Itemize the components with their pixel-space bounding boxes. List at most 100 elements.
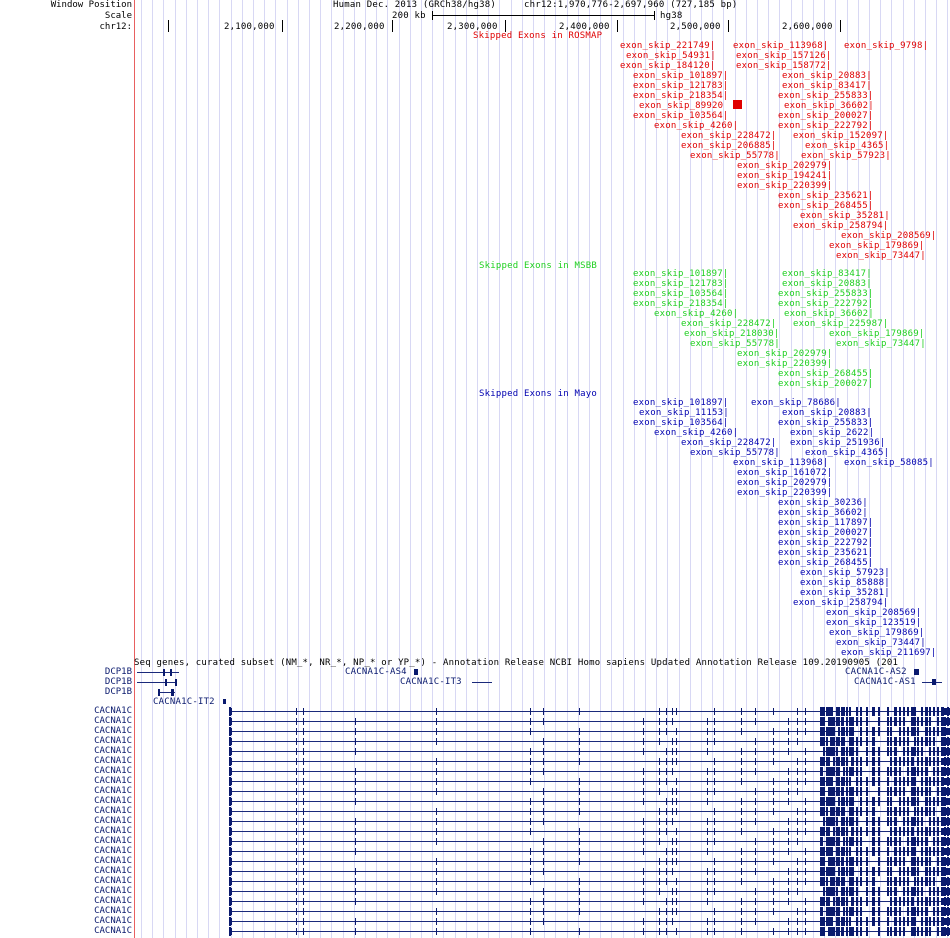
cacna1c-gene-label[interactable]: CACNA1C [94, 886, 132, 896]
selected-exon-marker[interactable] [733, 100, 742, 109]
msbb-exon-skip-item[interactable]: exon_skip_20883| [782, 279, 872, 289]
cacna1c-as2-label[interactable]: CACNA1C-AS2 [845, 667, 907, 677]
rosmap-exon-skip-item[interactable]: exon_skip_184120| [620, 61, 716, 71]
cacna1c-as1-label[interactable]: CACNA1C-AS1 [854, 677, 916, 687]
cacna1c-gene-label[interactable]: CACNA1C [94, 926, 132, 936]
cacna1c-transcript[interactable] [229, 821, 950, 822]
cacna1c-transcript[interactable] [229, 861, 950, 862]
cacna1c-gene-label[interactable]: CACNA1C [94, 796, 132, 806]
cacna1c-gene-label[interactable]: CACNA1C [94, 906, 132, 916]
mayo-exon-skip-item[interactable]: exon_skip_117897| [778, 518, 874, 528]
rosmap-exon-skip-item[interactable]: exon_skip_202979| [737, 161, 833, 171]
cacna1c-transcript[interactable] [229, 841, 950, 842]
mayo-exon-skip-item[interactable]: exon_skip_101897| [633, 398, 729, 408]
mayo-exon-skip-item[interactable]: exon_skip_73447| [836, 638, 926, 648]
cacna1c-gene-label[interactable]: CACNA1C [94, 726, 132, 736]
rosmap-exon-skip-item[interactable]: exon_skip_208569| [841, 231, 937, 241]
rosmap-exon-skip-item[interactable]: exon_skip_4260| [654, 121, 739, 131]
mayo-exon-skip-item[interactable]: exon_skip_78686| [751, 398, 841, 408]
mayo-exon-skip-item[interactable]: exon_skip_55778| [690, 448, 780, 458]
rosmap-exon-skip-item[interactable]: exon_skip_89920 [639, 101, 724, 111]
cacna1c-transcript[interactable] [229, 791, 950, 792]
mayo-exon-skip-item[interactable]: exon_skip_4260| [654, 428, 739, 438]
mayo-exon-skip-item[interactable]: exon_skip_255833| [778, 418, 874, 428]
cacna1c-gene-label[interactable]: CACNA1C [94, 786, 132, 796]
rosmap-exon-skip-item[interactable]: exon_skip_258794| [793, 221, 889, 231]
mayo-exon-skip-item[interactable]: exon_skip_161072| [737, 468, 833, 478]
cacna1c-transcript[interactable] [229, 811, 950, 812]
mayo-exon-skip-item[interactable]: exon_skip_222792| [778, 538, 874, 548]
msbb-exon-skip-item[interactable]: exon_skip_55778| [690, 339, 780, 349]
rosmap-exon-skip-item[interactable]: exon_skip_9798| [844, 41, 929, 51]
cacna1c-gene-label[interactable]: CACNA1C [94, 836, 132, 846]
rosmap-exon-skip-item[interactable]: exon_skip_103564| [633, 111, 729, 121]
msbb-exon-skip-item[interactable]: exon_skip_101897| [633, 269, 729, 279]
cacna1c-gene-label[interactable]: CACNA1C [94, 756, 132, 766]
mayo-exon-skip-item[interactable]: exon_skip_258794| [793, 598, 889, 608]
cacna1c-gene-label[interactable]: CACNA1C [94, 876, 132, 886]
mayo-exon-skip-item[interactable]: exon_skip_202979| [737, 478, 833, 488]
msbb-exon-skip-item[interactable]: exon_skip_218354| [633, 299, 729, 309]
mayo-exon-skip-item[interactable]: exon_skip_11153| [639, 408, 729, 418]
dcp1b-transcript[interactable] [137, 682, 177, 683]
dcp1b-gene-label[interactable]: DCP1B [104, 667, 132, 677]
msbb-exon-skip-item[interactable]: exon_skip_103564| [633, 289, 729, 299]
mayo-exon-skip-item[interactable]: exon_skip_235621| [778, 548, 874, 558]
cacna1c-gene-label[interactable]: CACNA1C [94, 746, 132, 756]
mayo-exon-skip-item[interactable]: exon_skip_4365| [805, 448, 890, 458]
rosmap-exon-skip-item[interactable]: exon_skip_220399| [737, 181, 833, 191]
rosmap-exon-skip-item[interactable]: exon_skip_200027| [778, 111, 874, 121]
cacna1c-it3-label[interactable]: CACNA1C-IT3 [400, 677, 462, 687]
rosmap-exon-skip-item[interactable]: exon_skip_83417| [782, 81, 872, 91]
mayo-exon-skip-item[interactable]: exon_skip_2622| [790, 428, 875, 438]
cacna1c-gene-label[interactable]: CACNA1C [94, 806, 132, 816]
msbb-exon-skip-item[interactable]: exon_skip_255833| [778, 289, 874, 299]
mayo-exon-skip-item[interactable]: exon_skip_123519| [826, 618, 922, 628]
rosmap-exon-skip-item[interactable]: exon_skip_228472| [681, 131, 777, 141]
mayo-exon-skip-item[interactable]: exon_skip_30236| [778, 498, 868, 508]
rosmap-exon-skip-item[interactable]: exon_skip_101897| [633, 71, 729, 81]
msbb-exon-skip-item[interactable]: exon_skip_222792| [778, 299, 874, 309]
msbb-exon-skip-item[interactable]: exon_skip_228472| [681, 319, 777, 329]
msbb-exon-skip-item[interactable]: exon_skip_179869| [829, 329, 925, 339]
mayo-exon-skip-item[interactable]: exon_skip_228472| [681, 438, 777, 448]
msbb-exon-skip-item[interactable]: exon_skip_83417| [782, 269, 872, 279]
cacna1c-transcript[interactable] [229, 741, 950, 742]
cacna1c-transcript[interactable] [229, 711, 950, 712]
dcp1b-gene-label[interactable]: DCP1B [104, 677, 132, 687]
mayo-exon-skip-item[interactable]: exon_skip_200027| [778, 528, 874, 538]
rosmap-exon-skip-item[interactable]: exon_skip_179869| [829, 241, 925, 251]
rosmap-exon-skip-item[interactable]: exon_skip_55778| [690, 151, 780, 161]
msbb-exon-skip-item[interactable]: exon_skip_268455| [778, 369, 874, 379]
rosmap-exon-skip-item[interactable]: exon_skip_194241| [737, 171, 833, 181]
cacna1c-gene-label[interactable]: CACNA1C [94, 716, 132, 726]
rosmap-exon-skip-item[interactable]: exon_skip_36602| [784, 101, 874, 111]
mayo-exon-skip-item[interactable]: exon_skip_211697| [841, 648, 937, 658]
cacna1c-transcript[interactable] [229, 881, 950, 882]
msbb-exon-skip-item[interactable]: exon_skip_4260| [654, 309, 739, 319]
cacna1c-transcript[interactable] [229, 831, 950, 832]
rosmap-exon-skip-item[interactable]: exon_skip_57923| [801, 151, 891, 161]
cacna1c-gene-label[interactable]: CACNA1C [94, 816, 132, 826]
cacna1c-transcript[interactable] [229, 851, 950, 852]
cacna1c-transcript[interactable] [229, 921, 950, 922]
msbb-exon-skip-item[interactable]: exon_skip_220399| [737, 359, 833, 369]
rosmap-exon-skip-item[interactable]: exon_skip_54931| [626, 51, 716, 61]
mayo-exon-skip-item[interactable]: exon_skip_35281| [800, 588, 890, 598]
mayo-exon-skip-item[interactable]: exon_skip_113968| [733, 458, 829, 468]
cacna1c-transcript[interactable] [229, 751, 950, 752]
cacna1c-transcript[interactable] [229, 781, 950, 782]
cacna1c-transcript[interactable] [229, 891, 950, 892]
cacna1c-gene-label[interactable]: CACNA1C [94, 706, 132, 716]
cacna1c-as4-label[interactable]: CACNA1C-AS4 [345, 667, 407, 677]
cacna1c-transcript[interactable] [229, 901, 950, 902]
rosmap-exon-skip-item[interactable]: exon_skip_218354| [633, 91, 729, 101]
msbb-exon-skip-item[interactable]: exon_skip_218030| [684, 329, 780, 339]
mayo-exon-skip-item[interactable]: exon_skip_251936| [790, 438, 886, 448]
cacna1c-gene-label[interactable]: CACNA1C [94, 766, 132, 776]
rosmap-exon-skip-item[interactable]: exon_skip_158772| [736, 61, 832, 71]
msbb-exon-skip-item[interactable]: exon_skip_36602| [784, 309, 874, 319]
cacna1c-transcript[interactable] [229, 871, 950, 872]
mayo-exon-skip-item[interactable]: exon_skip_220399| [737, 488, 833, 498]
cacna1c-transcript[interactable] [229, 761, 950, 762]
